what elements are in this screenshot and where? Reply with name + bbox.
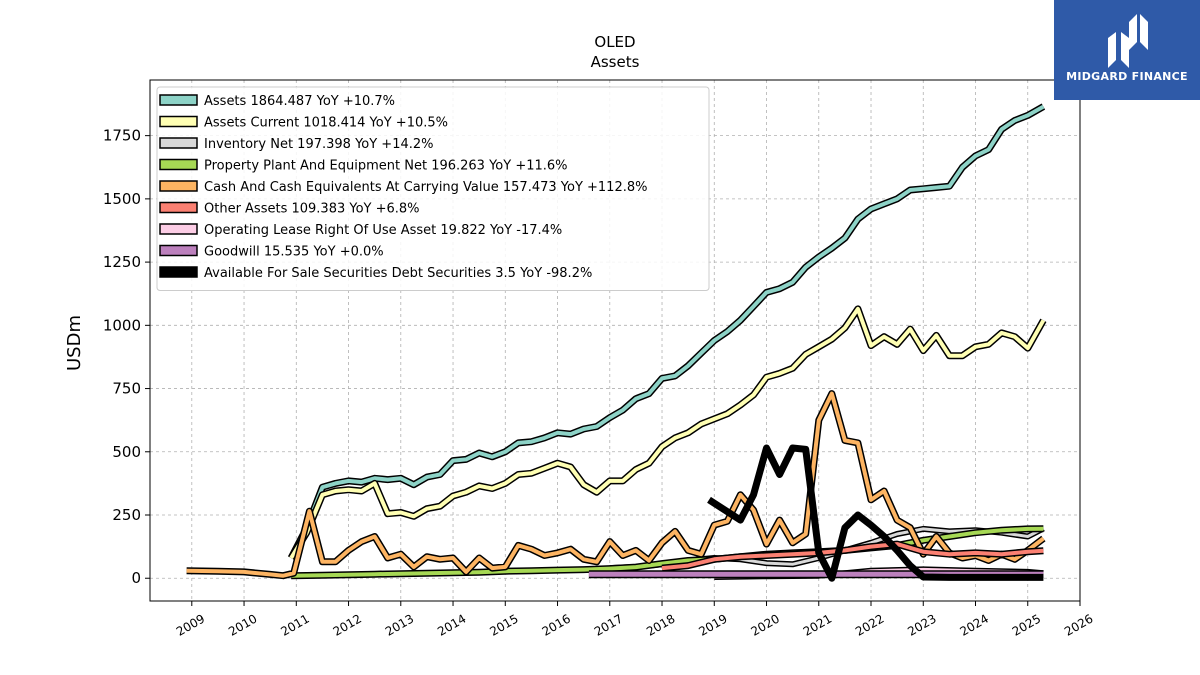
legend-swatch: [159, 180, 198, 192]
y-tick-label: 1750: [103, 127, 141, 145]
x-tick-label: 2016: [540, 611, 573, 638]
x-tick-label: 2022: [853, 611, 886, 638]
legend-swatch: [159, 244, 198, 257]
x-tick-label: 2009: [174, 611, 207, 638]
y-tick-label: 1500: [103, 190, 141, 208]
legend-swatch: [159, 201, 198, 214]
legend-label: Assets 1864.487 YoY +10.7%: [204, 94, 395, 109]
y-tick-label: 0: [131, 569, 141, 587]
x-tick-label: 2020: [749, 611, 782, 638]
x-tick-label: 2011: [278, 611, 311, 638]
legend-label: Goodwill 15.535 YoY +0.0%: [204, 245, 384, 260]
x-tick-label: 2019: [696, 611, 729, 638]
legend-swatch: [159, 137, 198, 149]
legend-swatch: [159, 223, 198, 235]
series-line-3: [291, 526, 1044, 578]
y-tick-label: 250: [112, 506, 141, 524]
logo-mark-icon: [1108, 14, 1148, 68]
legend-swatch: [159, 115, 198, 128]
chart-subtitle: Assets: [591, 53, 640, 71]
x-tick-label: 2024: [958, 611, 991, 638]
y-tick-label: 1250: [103, 253, 141, 271]
x-tick-label: 2026: [1062, 611, 1095, 638]
legend-swatch: [159, 158, 198, 171]
legend-label: Assets Current 1018.414 YoY +10.5%: [204, 116, 448, 131]
x-tick-label: 2018: [644, 611, 677, 638]
x-tick-label: 2010: [226, 611, 259, 638]
y-tick-label: 750: [112, 380, 141, 398]
series-line-4: [186, 391, 1045, 578]
y-tick-label: 500: [112, 443, 141, 461]
logo-text: MIDGARD FINANCE: [1066, 70, 1188, 83]
legend-box: [156, 86, 710, 291]
series-lines: [186, 103, 1047, 582]
series-line-8: [707, 444, 1044, 582]
x-tick-label: 2023: [905, 611, 938, 638]
legend-label: Property Plant And Equipment Net 196.263…: [204, 159, 568, 174]
x-axis-ticks: 2009 2010 2011 2012 2013 2014 2015 2016 2017 2018…: [174, 601, 1096, 639]
x-tick-label: 2021: [801, 611, 834, 638]
series-line-1: [289, 306, 1046, 560]
x-tick-label: 2013: [383, 611, 416, 638]
chart-title: OLED: [594, 33, 635, 51]
plot-frame: [149, 79, 1081, 602]
x-tick-label: 2014: [435, 611, 468, 638]
x-tick-label: 2025: [1010, 611, 1043, 638]
legend-label: Other Assets 109.383 YoY +6.8%: [204, 202, 420, 217]
legend-swatch: [159, 266, 198, 278]
legend-label: Operating Lease Right Of Use Asset 19.82…: [204, 223, 562, 238]
y-axis-ticks: 0 250 500 750 1000 1250 1500 1750: [103, 127, 150, 587]
midgard-finance-logo: MIDGARD FINANCE: [1054, 0, 1200, 100]
legend-label: Inventory Net 197.398 YoY +14.2%: [204, 137, 434, 152]
series-line-5: [661, 542, 1044, 571]
legend-label: Available For Sale Securities Debt Secur…: [204, 266, 592, 281]
legend-swatch: [159, 94, 198, 106]
legend: Assets 1864.487 YoY +10.7% Assets Current…: [156, 86, 710, 291]
series-outline-1: [288, 305, 1047, 560]
y-axis-label: USDm: [64, 315, 85, 371]
legend-label: Cash And Cash Equivalents At Carrying Va…: [204, 180, 647, 195]
y-tick-label: 1000: [103, 316, 141, 334]
series-line-0: [289, 104, 1045, 559]
x-tick-label: 2015: [487, 611, 520, 638]
x-tick-label: 2012: [331, 611, 364, 638]
x-tick-label: 2017: [592, 611, 625, 638]
